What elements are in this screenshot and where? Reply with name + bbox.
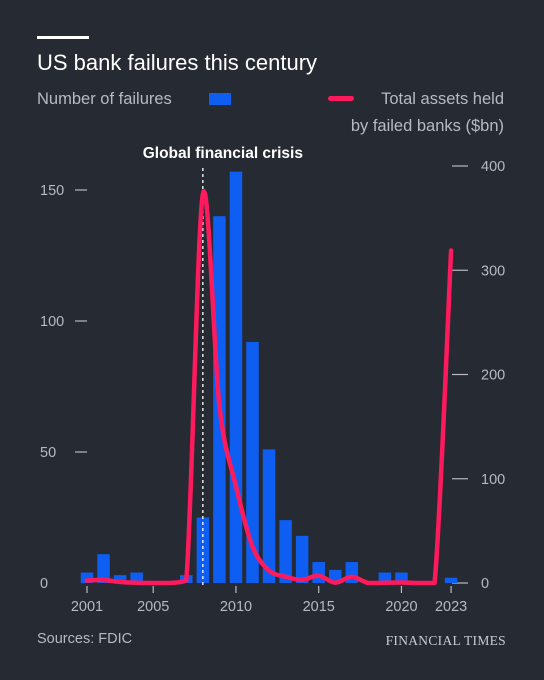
x-tick-label: 2001	[71, 599, 103, 615]
source-note: Sources: FDIC	[37, 631, 133, 647]
bar	[378, 572, 392, 583]
bar	[295, 535, 309, 583]
y-left-tick-label: 50	[40, 445, 56, 461]
legend-bars-label: Number of failures	[37, 90, 172, 108]
y-right-tick-label: 300	[481, 263, 505, 279]
y-left-tick-label: 0	[40, 576, 48, 592]
brand-logo: FINANCIAL TIMES	[385, 633, 506, 648]
bar	[312, 562, 325, 583]
y-right-tick-label: 0	[481, 576, 489, 592]
x-tick-label: 2015	[303, 599, 335, 615]
y-left-tick-label: 100	[40, 314, 64, 330]
legend-line-label-2: by failed banks ($bn)	[350, 117, 504, 135]
x-tick-label: 2023	[435, 599, 467, 615]
bar	[229, 171, 243, 583]
bar	[196, 517, 210, 583]
legend-line-swatch	[328, 96, 354, 101]
bar	[80, 572, 94, 583]
y-right-tick-label: 200	[481, 368, 505, 384]
x-tick-label: 2020	[385, 599, 417, 615]
x-tick-label: 2010	[220, 599, 252, 615]
assets-line	[84, 189, 454, 586]
y-right-tick-label: 100	[481, 472, 505, 488]
legend-bars-swatch	[209, 93, 231, 105]
bar	[262, 449, 276, 583]
bar	[246, 341, 259, 583]
bar	[395, 572, 408, 583]
chart-title: US bank failures this century	[37, 50, 318, 75]
title-rule	[37, 36, 89, 39]
crisis-annotation-label: Global financial crisis	[143, 145, 303, 162]
y-right-tick-label: 400	[481, 159, 505, 175]
y-left-tick-label: 150	[40, 183, 64, 199]
legend-line-label-1: Total assets held	[381, 90, 504, 108]
bar	[444, 577, 458, 583]
bar	[97, 554, 110, 583]
bar	[113, 575, 127, 583]
bar	[279, 520, 292, 583]
x-tick-label: 2005	[137, 599, 169, 615]
bar	[130, 572, 143, 583]
